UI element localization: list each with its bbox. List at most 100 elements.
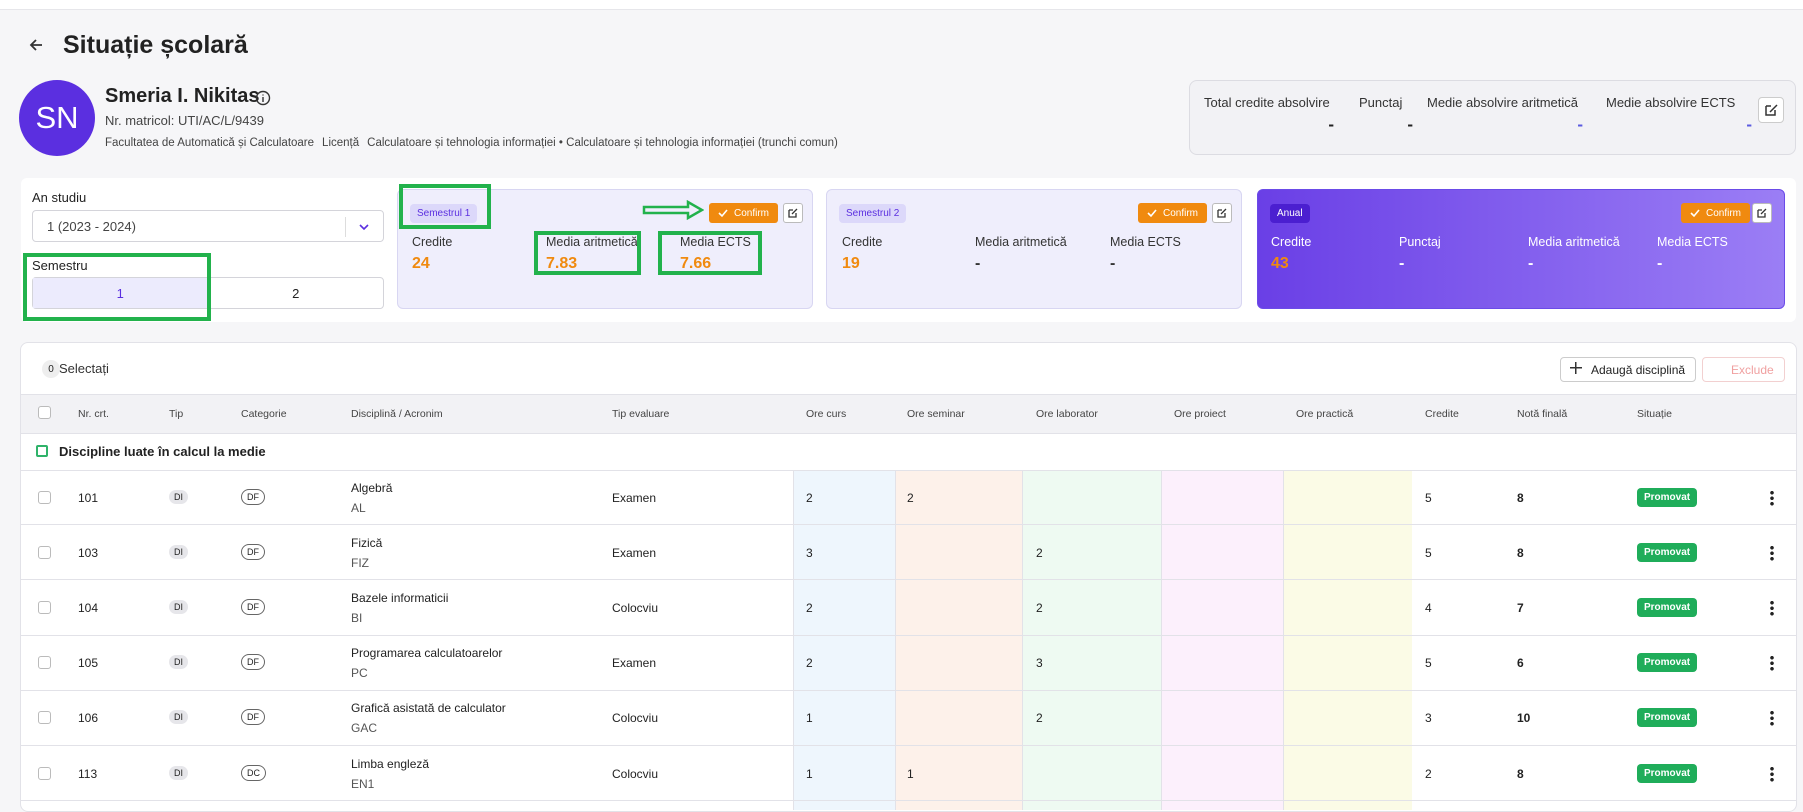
student-meta: Facultatea de Automatică și Calculatoare… [105,137,838,149]
confirm-button[interactable]: Confirm [1138,203,1208,223]
status-badge: Promovat [1637,763,1698,783]
discipline-acronym: PC [351,666,368,681]
summary-card: Anual Confirm Credite 43 Punctaj - Media aritm… [1257,189,1785,309]
cell-nr: 104 [78,601,99,615]
stat-value: - [1657,255,1663,272]
row-menu[interactable] [1770,600,1774,616]
cell-nr: 103 [78,545,99,560]
stat-label: Punctaj [1399,235,1441,249]
annotation-box [658,231,762,275]
cell-credite: 2 [1425,766,1432,781]
category-badge: DF [241,709,265,726]
program: Calculatoare și tehnologia informației •… [367,137,838,149]
summary-panel: Total credite absolvire - Punctaj - Medie ab… [1189,80,1796,155]
edit-button[interactable] [783,203,803,223]
stat-label: Credite [842,235,883,249]
row-menu[interactable] [1770,489,1774,506]
top-bar [0,0,1803,10]
card-badge: Anual [1270,204,1310,223]
status-badge: Promovat [1637,708,1698,728]
column-header: Ore practică [1296,408,1354,420]
summary-label: Medie absolvire ECTS [1606,95,1736,110]
semester-toggle: 1 2 [32,277,384,309]
cell-curs: 2 [806,601,813,615]
discipline-acronym: EN1 [351,776,375,791]
cell-nr: 106 [78,711,99,726]
cell-curs: 1 [806,711,813,726]
confirm-label: Confirm [1163,207,1199,219]
row-menu[interactable] [1770,710,1774,727]
cell-laborator: 2 [1036,601,1043,615]
column-header: Ore proiect [1174,408,1226,420]
row-checkbox[interactable] [38,766,51,780]
discipline-acronym: GAC [351,721,378,736]
header-row [21,394,1796,434]
row-checkbox[interactable] [38,545,51,559]
confirm-label: Confirm [734,207,770,219]
cell-nota: 8 [1517,545,1524,560]
stat-value: - [1399,255,1405,272]
stat-value: - [1528,255,1534,272]
type-badge: DI [169,765,188,780]
stat-value: 43 [1271,255,1289,272]
info-icon[interactable] [255,90,271,106]
disciplines-table: 0 Selectați Adaugă disciplină Exclude Nr. cr… [20,342,1797,812]
column-header: Tip evaluare [612,408,670,420]
edit-button[interactable] [1758,97,1784,123]
cell-evaluare: Examen [612,490,657,505]
avatar: SN [19,80,95,156]
divider [345,217,346,237]
plus-icon [1570,358,1582,378]
cell-credite: 4 [1425,601,1432,615]
cell-seminar: 2 [907,490,914,505]
summary-value: - [1746,115,1752,134]
cell-nr: 113 [78,766,98,781]
row-checkbox[interactable] [38,656,51,670]
cell-evaluare: Examen [612,656,657,671]
category-badge: DF [241,654,265,671]
cell-curs: 1 [806,766,813,781]
cell-laborator: 2 [1036,711,1043,726]
discipline-acronym: AL [351,500,366,515]
exclude-button[interactable]: Exclude [1702,357,1785,382]
edit-button[interactable] [1212,203,1232,223]
confirm-button[interactable]: Confirm [1681,203,1751,223]
discipline-acronym: FIZ [351,555,369,570]
stat-value: 19 [842,255,860,272]
selected-label: Selectați [59,361,109,376]
edit-button[interactable] [1752,203,1772,223]
cell-credite: 3 [1425,711,1432,726]
year-select[interactable]: 1 (2023 - 2024) [32,210,384,242]
row-menu[interactable] [1770,544,1774,561]
back-button[interactable] [27,36,45,54]
semester-option[interactable]: 2 [292,285,300,301]
confirm-button[interactable]: Confirm [709,203,779,223]
row-checkbox[interactable] [38,601,51,614]
cell-credite: 5 [1425,490,1432,505]
annotation-arrow [642,200,704,220]
card-badge: Semestrul 2 [839,204,907,223]
cell-curs: 2 [806,656,813,671]
row-checkbox[interactable] [38,711,51,725]
cell-credite: 5 [1425,656,1432,671]
cell-evaluare: Examen [612,545,657,560]
add-discipline-button[interactable]: Adaugă disciplină [1560,357,1697,382]
column-header: Ore seminar [907,408,965,420]
stat-label: Credite [1271,235,1312,249]
row-checkbox[interactable] [38,490,51,504]
stat-label: Media aritmetică [975,235,1067,249]
stat-label: Media ECTS [1110,235,1181,249]
cell-evaluare: Colocviu [612,711,659,726]
status-badge: Promovat [1637,653,1698,673]
row-menu[interactable] [1770,655,1774,672]
row-checkbox[interactable] [38,406,51,419]
discipline-name: Limba engleză [351,756,430,771]
column-header: Ore laborator [1036,408,1098,420]
row-menu[interactable] [1770,765,1774,782]
semester-label: Semestru [32,258,88,273]
cell-nota: 10 [1517,711,1531,726]
stat-value: - [975,255,981,272]
annotation-box [399,184,491,229]
column-header: Disciplină / Acronim [351,408,443,420]
cell-credite: 5 [1425,545,1432,560]
